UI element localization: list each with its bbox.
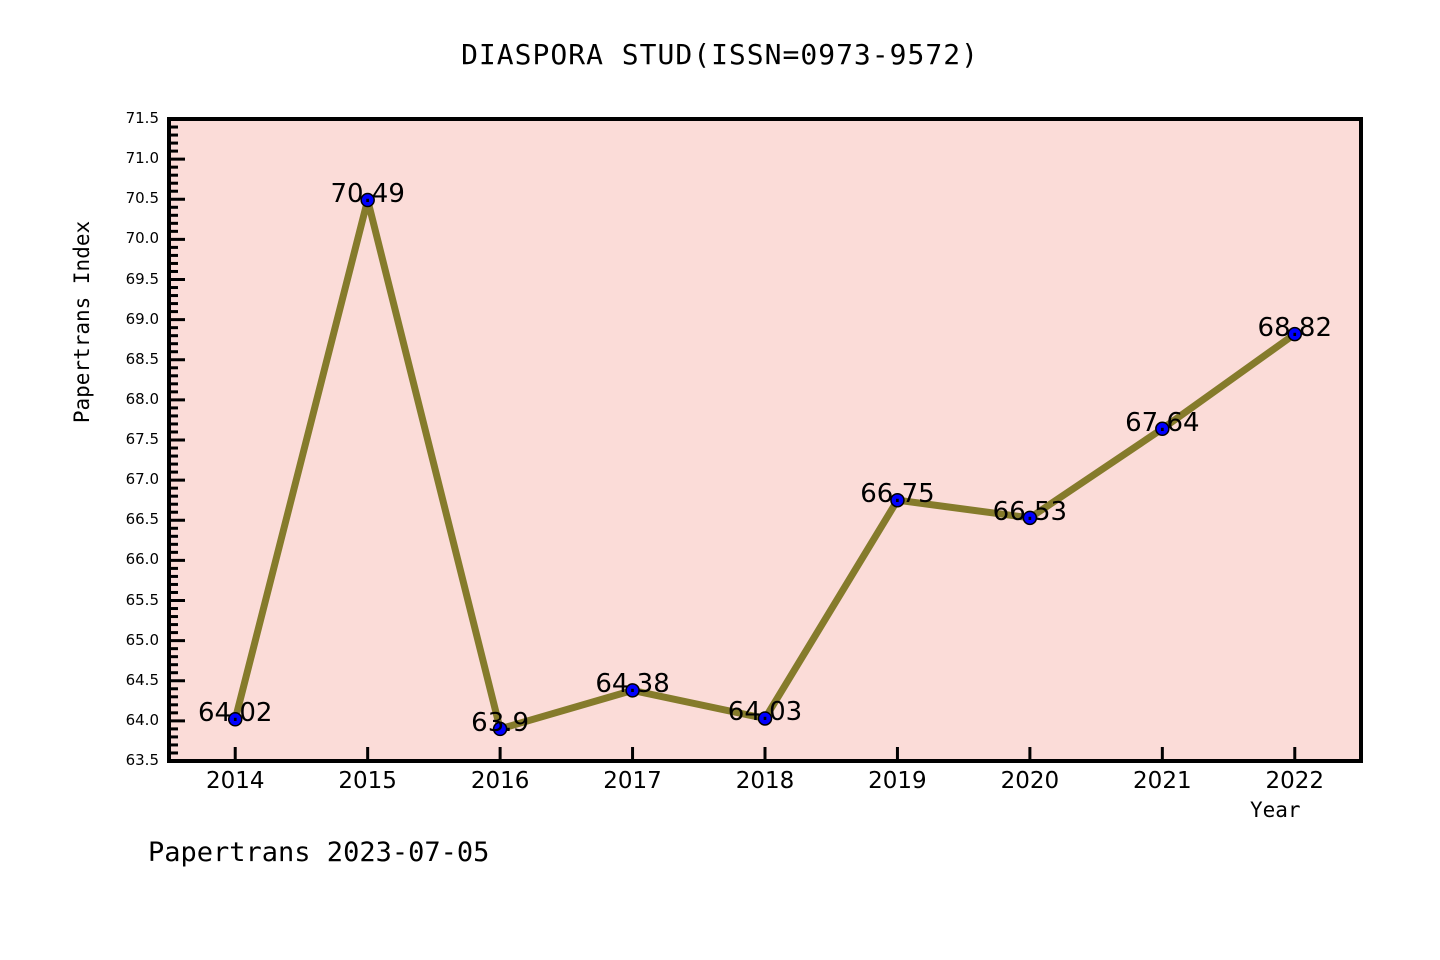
data-point-label: 66.53 bbox=[992, 496, 1068, 527]
y-axis-tick-label: 65.0 bbox=[125, 630, 159, 649]
data-point-label: 64.03 bbox=[727, 697, 803, 728]
data-point-label: 64.02 bbox=[198, 698, 273, 729]
x-axis-tick-label: 2014 bbox=[205, 768, 265, 794]
x-axis-tick-label: 2022 bbox=[1265, 768, 1325, 794]
y-axis-tick-label: 67.0 bbox=[125, 470, 159, 489]
y-axis-tick-label: 70.5 bbox=[125, 189, 159, 208]
y-axis-tick-label: 64.0 bbox=[125, 710, 159, 729]
data-point-label: 63.9 bbox=[471, 707, 530, 738]
y-axis-tick-label: 71.0 bbox=[125, 149, 159, 168]
x-axis-tick-label: 2021 bbox=[1133, 768, 1192, 794]
y-axis-tick-label: 66.0 bbox=[125, 550, 159, 569]
x-axis-tick-label: 2015 bbox=[338, 768, 397, 794]
plot-area bbox=[167, 117, 1363, 763]
x-axis-tick-label: 2019 bbox=[868, 768, 927, 794]
data-point-label: 68.82 bbox=[1257, 313, 1332, 344]
y-axis-tick-label: 63.5 bbox=[125, 751, 159, 769]
y-axis-tick-label: 67.5 bbox=[125, 430, 159, 448]
chart-title: DIASPORA STUD(ISSN=0973-9572) bbox=[461, 38, 979, 71]
y-axis-tick-label: 69.0 bbox=[125, 309, 159, 328]
data-point-label: 64.38 bbox=[595, 669, 670, 700]
x-axis-tick-label: 2016 bbox=[470, 768, 530, 794]
data-point-label: 67.64 bbox=[1125, 407, 1200, 438]
y-axis-tick-label: 70.0 bbox=[125, 229, 159, 248]
y-axis-tick-label: 65.5 bbox=[125, 590, 159, 609]
data-point-label: 66.75 bbox=[860, 479, 935, 510]
y-axis-tick-label: 68.5 bbox=[125, 349, 159, 368]
y-axis-tick-label: 66.5 bbox=[125, 510, 159, 529]
data-point-label: 70.49 bbox=[330, 179, 405, 210]
x-axis-tick-label: 2017 bbox=[603, 768, 662, 794]
x-axis-tick-label: 2020 bbox=[1000, 768, 1060, 794]
y-axis-tick-label: 64.5 bbox=[125, 670, 159, 689]
y-axis-tick-label: 69.5 bbox=[125, 269, 159, 288]
y-axis-tick-label: 68.0 bbox=[125, 389, 159, 408]
y-axis-tick-label: 71.5 bbox=[125, 109, 159, 127]
footer-note: Papertrans 2023-07-05 bbox=[148, 837, 490, 868]
x-axis-tick-label: 2018 bbox=[735, 768, 795, 794]
x-axis-title: Year bbox=[1250, 798, 1301, 822]
